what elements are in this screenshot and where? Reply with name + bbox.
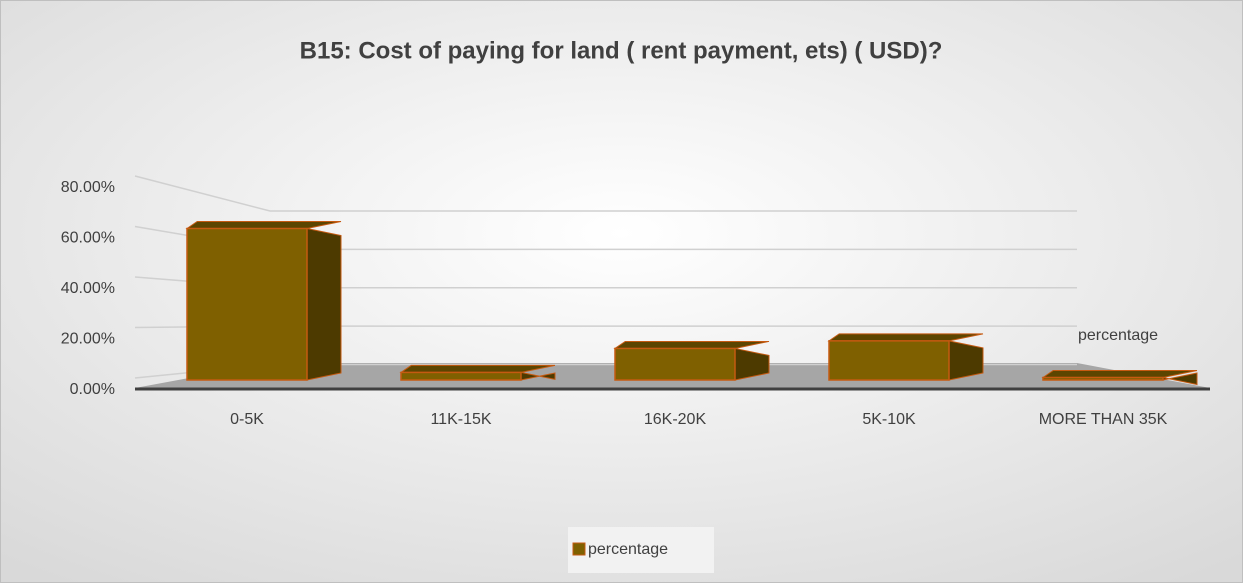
bar-face [614, 347, 736, 381]
bar [613, 340, 770, 381]
series-axis-label: percentage [1078, 327, 1158, 344]
bar-face [828, 340, 950, 381]
bar-face [306, 227, 342, 381]
bar [827, 333, 984, 381]
bar-face [186, 227, 308, 381]
y-tick-label: 40.00% [61, 280, 115, 297]
y-tick-label: 60.00% [61, 230, 115, 247]
bar-face [400, 371, 522, 381]
y-tick-label: 0.00% [70, 381, 115, 398]
y-tick-label: 20.00% [61, 331, 115, 348]
legend-box [568, 527, 714, 573]
bar-face [1042, 376, 1164, 381]
bar [399, 364, 556, 381]
grid-line [134, 175, 1077, 212]
y-tick-label: 80.00% [61, 179, 115, 196]
x-tick-label: 11K-15K [430, 411, 491, 428]
x-tick-label: 0-5K [230, 411, 264, 428]
bar-face [948, 340, 984, 381]
x-tick-label: MORE THAN 35K [1039, 411, 1168, 428]
legend-label: percentage [588, 541, 668, 558]
chart-title: B15: Cost of paying for land ( rent paym… [300, 37, 943, 64]
x-tick-label: 16K-20K [644, 411, 707, 428]
bar [185, 221, 342, 381]
x-tick-label: 5K-10K [862, 411, 916, 428]
bar [1041, 369, 1198, 386]
legend-swatch [572, 542, 586, 556]
